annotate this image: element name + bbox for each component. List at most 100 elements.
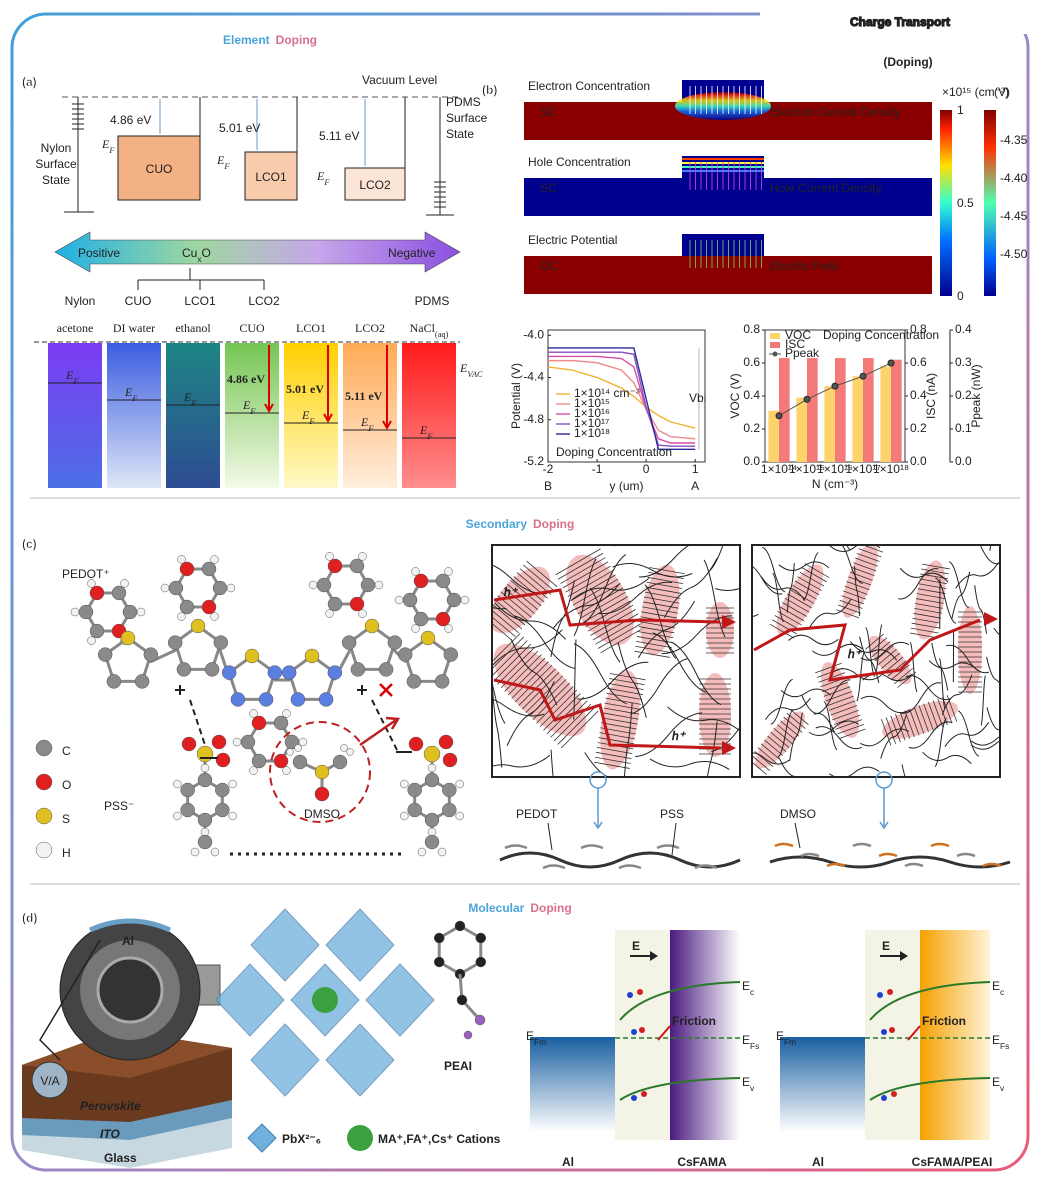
- stacked-chain: [784, 597, 810, 613]
- fermi-label-sub: F: [249, 407, 256, 416]
- stacked-chain: [560, 557, 606, 584]
- atom: [215, 782, 230, 798]
- stacked-chain: [500, 591, 532, 618]
- fermi-label-sub: F: [426, 432, 433, 441]
- chain-wave: [618, 864, 642, 870]
- legend-label: 1×10¹⁴ cm⁻³: [574, 386, 640, 400]
- stacked-chain: [636, 640, 672, 648]
- y-tick-label: 0.6: [910, 355, 927, 369]
- material-name: LCO2: [359, 178, 391, 192]
- polymer-chain: [612, 563, 693, 578]
- liquid-name: NaCl(aq): [410, 321, 449, 339]
- stacked-chain: [513, 576, 545, 603]
- atom: [456, 994, 468, 1006]
- octahedron: [325, 908, 395, 982]
- end-label: A: [691, 479, 699, 493]
- atom: [443, 647, 459, 662]
- liquid-name: LCO2: [355, 321, 385, 335]
- panel-label: (a): [22, 75, 37, 89]
- polymer-chain: [492, 688, 503, 768]
- stacked-chain: [830, 705, 858, 716]
- pedot-label: PEDOT⁺: [62, 567, 110, 581]
- polymer-chain: [550, 580, 575, 657]
- polymer-chain: [946, 644, 990, 674]
- stacked-chain: [881, 652, 901, 669]
- stacked-chain: [836, 609, 860, 619]
- arrow-middle: CuxO: [182, 246, 211, 264]
- atom: [281, 665, 297, 680]
- polymer-chain: [970, 740, 1000, 750]
- carrier: [889, 1027, 895, 1033]
- page-subtitle: (Doping): [883, 55, 932, 69]
- colorbar: [984, 110, 996, 296]
- polymer-chain: [860, 695, 910, 714]
- molecule-label: PEAI: [444, 1059, 472, 1073]
- transport-path: [493, 588, 721, 627]
- atom: [340, 744, 348, 752]
- section-word: Doping: [530, 901, 571, 915]
- conduction-band: [619, 981, 741, 1021]
- stacked-chain: [510, 579, 542, 607]
- liquid-name: LCO1: [296, 321, 326, 335]
- atom: [221, 665, 237, 680]
- atom: [411, 567, 420, 576]
- stacked-chain: [635, 645, 671, 653]
- metal-block: [530, 1037, 615, 1132]
- energy-column: [225, 343, 279, 488]
- gap-label: 5.01 eV: [286, 382, 324, 396]
- material-name: CUO: [146, 162, 173, 176]
- stacked-chain: [511, 661, 549, 699]
- valence-band: [869, 1077, 991, 1101]
- probe-wheel: [96, 956, 164, 1024]
- point: [831, 382, 839, 390]
- chain-wave: [774, 842, 794, 848]
- carrier: [631, 1095, 637, 1101]
- chain-wave: [580, 844, 604, 850]
- stacked-chain: [792, 584, 817, 600]
- polymer-chain: [850, 641, 898, 661]
- polymer-chain: [752, 752, 791, 765]
- legend-title: Doping Concentration: [556, 445, 672, 459]
- blocked-mark: [379, 683, 393, 697]
- stacked-chain: [580, 591, 626, 619]
- polymer-chain: [813, 679, 851, 715]
- atom: [417, 847, 427, 857]
- stacked-chain: [802, 567, 827, 583]
- energy-column: [284, 343, 338, 488]
- band-label-main: E: [742, 979, 750, 993]
- atom: [249, 766, 258, 775]
- polymer-chain: [589, 587, 621, 663]
- colorbar: [940, 110, 952, 296]
- fermi-label-main: E: [183, 390, 192, 404]
- band-label-sub: Fm: [534, 1037, 546, 1047]
- stacked-chain: [839, 728, 866, 739]
- work-function: 5.01 eV: [219, 121, 260, 135]
- crystallite: [842, 545, 878, 618]
- polymer-chain: [831, 668, 882, 681]
- interface-zone: [865, 930, 920, 1140]
- atom: [197, 834, 213, 850]
- morphology: [752, 545, 1000, 777]
- atom: [397, 647, 413, 662]
- y-tick-label: -4.8: [523, 412, 544, 426]
- polymer-chain: [944, 722, 990, 747]
- y-tick-label: 0.2: [743, 421, 760, 435]
- atom: [213, 635, 229, 650]
- gap-arrow: [264, 345, 274, 414]
- section-word: Molecular: [468, 901, 524, 915]
- energy-column: [343, 343, 397, 488]
- point: [887, 359, 895, 367]
- legend-title: Doping Concentration: [823, 328, 939, 342]
- stacked-chain: [932, 700, 944, 727]
- polymer-chain: [931, 642, 949, 691]
- carrier: [637, 989, 643, 995]
- fermi-label: EF: [124, 385, 138, 403]
- stacked-chain: [503, 587, 535, 614]
- panel-label: (b): [482, 83, 497, 97]
- stacked-chain: [912, 617, 941, 624]
- atom: [420, 630, 436, 646]
- fermi-label-sub: F: [308, 417, 315, 426]
- transport-path: [493, 678, 721, 750]
- bar: [891, 359, 902, 462]
- atom: [349, 596, 365, 612]
